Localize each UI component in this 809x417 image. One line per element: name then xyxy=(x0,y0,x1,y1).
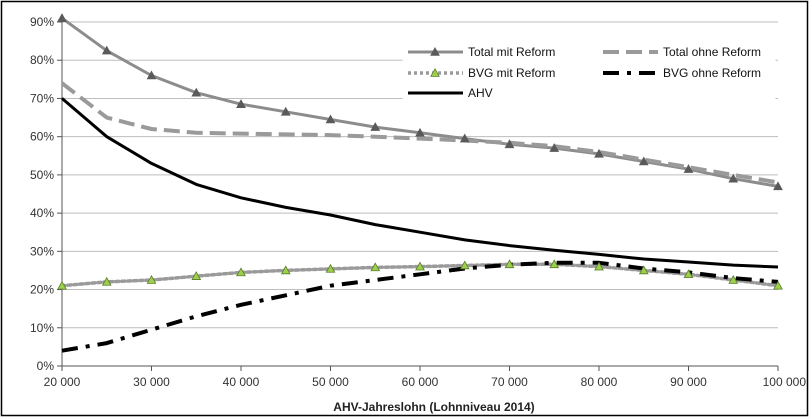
series-0-marker xyxy=(325,114,336,124)
series-2-marker xyxy=(594,261,604,271)
legend-label-2: BVG mit Reform xyxy=(468,66,555,80)
x-tick-label: 20 000 xyxy=(44,375,81,389)
series-0-marker xyxy=(236,99,246,108)
series-2-marker xyxy=(638,265,649,275)
x-tick-label: 50 000 xyxy=(312,375,349,389)
x-tick-label: 90 000 xyxy=(670,375,707,389)
series-0-marker xyxy=(594,148,604,158)
series-2-marker xyxy=(191,271,202,280)
legend-label-3: BVG ohne Reform xyxy=(663,66,761,80)
x-tick-label: 30 000 xyxy=(133,375,170,389)
series-line-1 xyxy=(60,81,779,185)
legend-marker-0 xyxy=(430,46,440,56)
series-0-marker xyxy=(683,164,694,173)
series-0-marker xyxy=(549,143,560,152)
y-tick-label: 30% xyxy=(30,244,54,258)
tick-labels: 0% 10% 20% 30% 40% 50% 60% 70% 80% 90% 20 000 30 00… xyxy=(30,15,806,389)
legend-box xyxy=(402,39,776,106)
y-tick-label: 60% xyxy=(30,130,54,144)
y-tick-label: 50% xyxy=(30,168,54,182)
series-0-marker xyxy=(459,133,470,143)
y-tick-label: 20% xyxy=(30,283,54,297)
series-0-marker xyxy=(415,127,425,137)
series-2-marker xyxy=(146,274,157,284)
legend-label-1: Total ohne Reform xyxy=(663,45,761,59)
series-0-marker xyxy=(370,122,381,131)
series-2-marker xyxy=(101,276,112,286)
axes xyxy=(57,21,779,371)
series-2-marker xyxy=(728,274,739,284)
series-2-marker xyxy=(415,261,425,271)
series-0-marker xyxy=(773,181,783,191)
y-tick-label: 0% xyxy=(37,359,55,373)
x-tick-label: 80 000 xyxy=(581,375,618,389)
series-0-marker xyxy=(191,87,202,97)
series-0-marker xyxy=(280,106,291,116)
series-2-marker xyxy=(549,259,560,269)
series-2-marker xyxy=(57,280,67,290)
series-0-marker xyxy=(728,173,739,183)
series-line-3 xyxy=(61,260,779,353)
series-0-marker xyxy=(101,45,112,55)
series-2-marker xyxy=(773,280,783,290)
legend: Total mit Reform Total ohne Reform BVG mit… xyxy=(402,39,776,106)
x-tick-label: 100 000 xyxy=(763,375,807,389)
y-tick-label: 70% xyxy=(30,91,54,105)
y-tick-label: 10% xyxy=(30,321,54,335)
x-tick-label: 70 000 xyxy=(491,375,528,389)
y-tick-label: 90% xyxy=(30,15,54,29)
series-2-marker xyxy=(683,269,694,279)
series-0-marker xyxy=(57,13,67,22)
x-tick-label: 40 000 xyxy=(223,375,260,389)
series-2-marker xyxy=(325,263,336,273)
x-tick-label: 60 000 xyxy=(402,375,439,389)
series-2-marker xyxy=(280,265,291,275)
legend-label-0: Total mit Reform xyxy=(468,45,555,59)
series-markers xyxy=(57,13,783,290)
y-tick-label: 80% xyxy=(30,53,54,67)
series-2-marker xyxy=(459,260,470,270)
series-2-marker xyxy=(504,259,515,269)
y-tick-label: 40% xyxy=(30,206,54,220)
series-2-marker xyxy=(236,267,246,277)
series-0-marker xyxy=(638,156,649,166)
series-line-4 xyxy=(61,97,779,269)
legend-label-4: AHV xyxy=(468,86,493,100)
series-2-marker xyxy=(370,262,381,272)
x-axis-title: AHV-Jahreslohn (Lohnniveau 2014) xyxy=(333,400,534,414)
legend-marker-2 xyxy=(430,67,440,77)
series-0-marker xyxy=(504,139,515,149)
series-0-marker xyxy=(146,70,157,80)
